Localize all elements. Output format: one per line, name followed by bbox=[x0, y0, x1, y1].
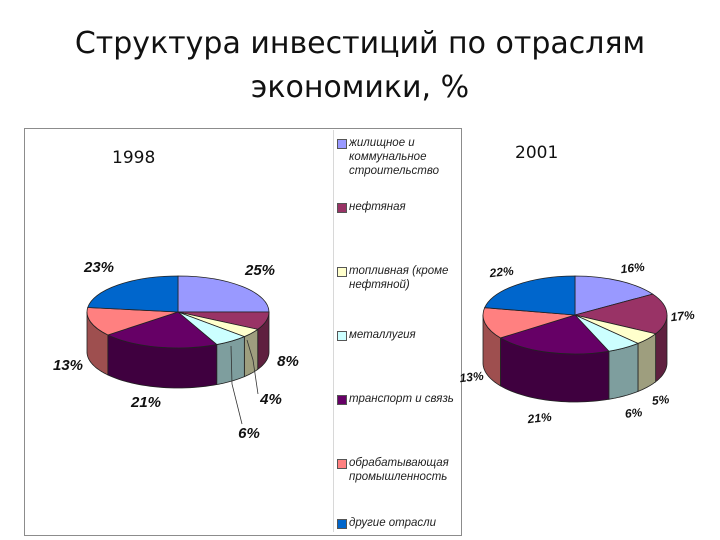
legend: жилищное и коммунальное строительство не… bbox=[333, 130, 460, 532]
legend-swatch-manufacturing bbox=[337, 459, 347, 469]
slice-top-other bbox=[87, 275, 179, 313]
slide-title-line-2: экономики, % bbox=[250, 70, 470, 105]
slice-top-housing bbox=[177, 275, 270, 313]
data-label-metallurgy: 6% bbox=[624, 405, 643, 421]
legend-label-other: другие отрасли bbox=[349, 517, 437, 529]
data-label-metallurgy: 6% bbox=[238, 425, 260, 442]
data-label-housing: 25% bbox=[244, 262, 275, 279]
slice-top-housing bbox=[574, 275, 654, 316]
slide-title-line-1: Структура инвестиций по отраслям bbox=[74, 26, 646, 61]
slice-top-manufacturing bbox=[86, 307, 179, 336]
legend-label-housing: жилищное и коммунальное строительство bbox=[349, 137, 439, 177]
slice-side-metallurgy bbox=[608, 342, 639, 400]
slide-title: Структура инвестиций по отраслям экономи… bbox=[60, 22, 660, 110]
pie-1998: 25% 8% 4% 6% 21% 13% 23% bbox=[53, 259, 299, 442]
year-label-1998: 1998 bbox=[112, 148, 156, 168]
data-label-housing: 16% bbox=[620, 260, 646, 276]
data-label-other: 23% bbox=[83, 259, 114, 276]
data-label-other: 22% bbox=[488, 264, 515, 281]
legend-swatch-fuel bbox=[337, 267, 347, 277]
data-label-oil: 17% bbox=[670, 308, 696, 324]
legend-label-transport: транспорт и связь bbox=[349, 393, 454, 405]
legend-label-metallurgy: металлугия bbox=[349, 329, 416, 341]
slice-top-transport bbox=[499, 314, 610, 355]
data-label-transport: 21% bbox=[526, 410, 553, 427]
leader-line-metallurgy bbox=[230, 345, 243, 425]
legend-swatch-other bbox=[337, 519, 347, 529]
legend-swatch-transport bbox=[337, 395, 347, 405]
data-label-transport: 21% bbox=[130, 394, 161, 411]
legend-label-fuel: топливная (кроме нефтяной) bbox=[349, 265, 449, 291]
legend-label-oil: нефтяная bbox=[349, 201, 406, 213]
data-label-fuel: 5% bbox=[651, 392, 670, 408]
pie-2001: 16% 17% 5% 6% 21% 13% 22% bbox=[459, 260, 696, 427]
data-label-manufacturing: 13% bbox=[53, 357, 83, 374]
data-label-manufacturing: 13% bbox=[459, 369, 485, 385]
slice-top-manufacturing bbox=[482, 307, 576, 339]
slice-top-other bbox=[484, 275, 576, 316]
legend-swatch-oil bbox=[337, 203, 347, 213]
data-label-oil: 8% bbox=[277, 353, 299, 370]
legend-label-manufacturing: обрабатывающая промышленность bbox=[349, 457, 449, 483]
legend-swatch-metallurgy bbox=[337, 331, 347, 341]
legend-swatch-housing bbox=[337, 139, 347, 149]
leader-line-fuel bbox=[246, 339, 259, 395]
data-label-fuel: 4% bbox=[259, 391, 282, 408]
slice-top-oil bbox=[574, 293, 668, 335]
slice-top-transport bbox=[106, 311, 218, 349]
year-label-2001: 2001 bbox=[515, 143, 559, 163]
